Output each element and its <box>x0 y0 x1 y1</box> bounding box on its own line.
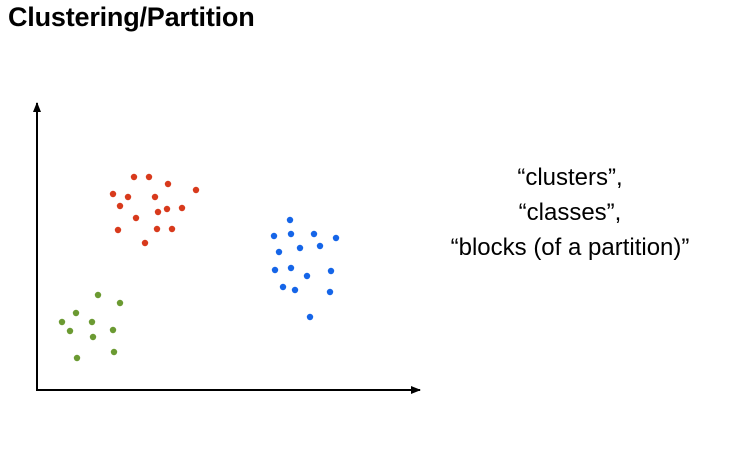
red-cluster-point <box>168 225 176 233</box>
green-cluster-point <box>94 291 102 299</box>
blue-cluster-point <box>303 272 311 280</box>
blue-cluster-point <box>310 230 318 238</box>
label-clusters: “clusters”, <box>517 164 623 191</box>
label-classes: “classes”, <box>518 199 622 226</box>
green-cluster-point <box>88 318 96 326</box>
slide-title: Clustering/Partition <box>8 2 255 32</box>
blue-cluster-point <box>326 288 334 296</box>
red-cluster-point <box>141 239 149 247</box>
green-cluster-point <box>58 318 66 326</box>
red-cluster-point <box>154 208 162 216</box>
red-cluster-point <box>151 193 159 201</box>
red-cluster-point <box>132 214 140 222</box>
red-cluster-point <box>114 226 122 234</box>
red-cluster-point <box>124 193 132 201</box>
green-cluster-point <box>66 327 74 335</box>
blue-cluster-point <box>271 266 279 274</box>
green-cluster-point <box>109 326 117 334</box>
red-cluster-point <box>192 186 200 194</box>
blue-cluster-point <box>275 248 283 256</box>
cluster-synonyms: “clusters”, “classes”, “blocks (of a par… <box>420 160 720 265</box>
label-blocks: “blocks (of a partition)” <box>450 234 690 261</box>
red-cluster-point <box>109 190 117 198</box>
red-cluster-point <box>145 173 153 181</box>
red-cluster-point <box>164 180 172 188</box>
blue-cluster-point <box>316 242 324 250</box>
red-cluster-point <box>178 204 186 212</box>
red-cluster-point <box>130 173 138 181</box>
red-cluster-point <box>153 225 161 233</box>
red-cluster-point <box>116 202 124 210</box>
blue-cluster-point <box>270 232 278 240</box>
points-layer <box>58 173 340 362</box>
blue-cluster-point <box>332 234 340 242</box>
green-cluster-point <box>89 333 97 341</box>
blue-cluster-point <box>296 244 304 252</box>
blue-cluster-point <box>287 264 295 272</box>
green-cluster-point <box>116 299 124 307</box>
blue-cluster-point <box>327 267 335 275</box>
blue-cluster-point <box>287 230 295 238</box>
blue-cluster-point <box>286 216 294 224</box>
blue-cluster-point <box>279 283 287 291</box>
red-cluster-point <box>163 205 171 213</box>
green-cluster-point <box>72 309 80 317</box>
green-cluster-point <box>73 354 81 362</box>
green-cluster-point <box>110 348 118 356</box>
blue-cluster-point <box>291 286 299 294</box>
blue-cluster-point <box>306 313 314 321</box>
